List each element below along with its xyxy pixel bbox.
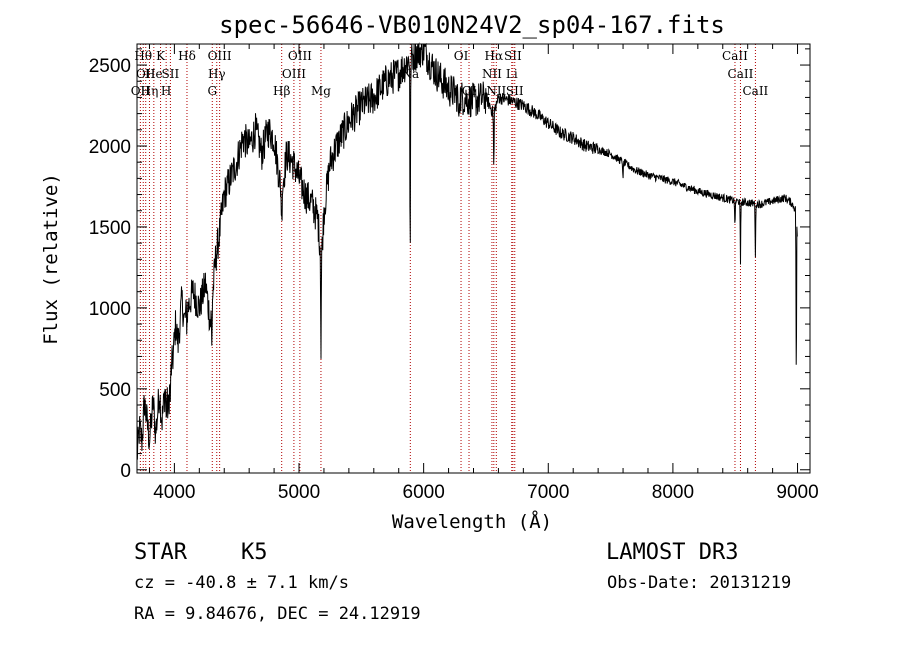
line-label-25: CaII [722, 49, 748, 63]
line-label-7: SII [162, 67, 180, 81]
line-label-27: CaII [742, 84, 768, 98]
y-axis-label: Flux (relative) [40, 173, 62, 345]
line-label-24: SII [506, 84, 524, 98]
survey-name: LAMOST DR3 [606, 540, 739, 565]
x-axis-label: Wavelength (Å) [392, 510, 552, 533]
line-label-2: OII [136, 67, 156, 81]
line-label-14: OIII [288, 49, 312, 63]
line-label-23: SII [504, 49, 522, 63]
line-label-22: Li [506, 67, 518, 81]
object-class: STAR [134, 540, 187, 565]
x-tick-label-0: 4000 [153, 482, 195, 503]
obs-date: Obs-Date: 20131219 [607, 573, 792, 593]
object-subclass: K5 [241, 540, 268, 565]
line-label-1: Hθ [134, 49, 152, 63]
x-tick-label-2: 6000 [403, 482, 445, 503]
y-tick-label-4: 2000 [89, 137, 131, 158]
line-label-20: Hα [485, 49, 504, 63]
flux-series-line [136, 42, 798, 460]
y-tick-label-0: 0 [120, 461, 131, 482]
x-axis-ticks: 4000 5000 6000 7000 8000 9000 [148, 44, 819, 503]
line-label-9: G [207, 84, 217, 98]
line-label-21: NII [486, 84, 506, 98]
line-label-13: OIII [282, 67, 306, 81]
line-label-10: Hγ [208, 67, 226, 81]
line-label-6: H [161, 84, 171, 98]
line-label-12: Hβ [273, 84, 290, 98]
y-axis-ticks: 0 500 1000 1500 2000 2500 [89, 48, 810, 482]
line-label-15: Mg [311, 84, 331, 98]
y-tick-label-3: 1500 [89, 218, 131, 239]
plot-frame [136, 43, 811, 474]
line-label-17: OI [454, 49, 469, 63]
line-label-3: Hη [141, 84, 159, 98]
line-label-4: He [145, 67, 163, 81]
y-tick-label-1: 500 [99, 380, 131, 401]
redshift-text: cz = -40.8 ± 7.1 km/s [134, 573, 349, 593]
x-tick-label-5: 9000 [776, 482, 818, 503]
spectral-line-markers: OIIHθOIIHηHeKHSIIHδGHγOIIIHβOIIIOIIIMgNa… [131, 44, 769, 473]
y-tick-label-5: 2500 [89, 56, 131, 77]
x-tick-label-3: 7000 [527, 482, 569, 503]
line-label-0: OII [131, 84, 151, 98]
y-tick-label-2: 1000 [89, 299, 131, 320]
line-label-19: NII [482, 67, 502, 81]
chart-title: spec-56646-VB010N24V2_sp04-167.fits [219, 11, 725, 39]
x-tick-label-1: 5000 [278, 482, 320, 503]
coordinates: RA = 9.84676, DEC = 24.12919 [134, 604, 421, 624]
line-label-11: OIII [208, 49, 232, 63]
line-label-26: CaII [728, 67, 754, 81]
line-label-8: Hδ [178, 49, 196, 63]
line-label-5: K [156, 49, 166, 63]
x-tick-label-4: 8000 [652, 482, 694, 503]
